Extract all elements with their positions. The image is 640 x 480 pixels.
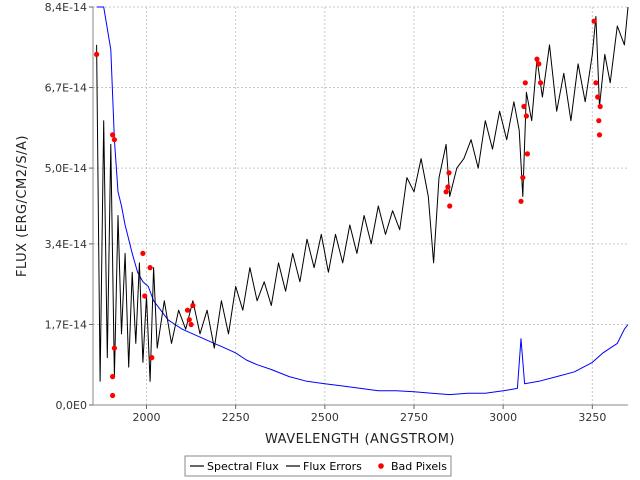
bad-pixel-point — [186, 317, 192, 323]
bad-pixel-point — [536, 61, 542, 67]
bad-pixel-point — [523, 113, 530, 119]
bad-pixel-point — [524, 151, 531, 157]
bad-pixel-point — [190, 302, 196, 309]
y-tick-label: 3,4E-14 — [45, 238, 87, 251]
x-tick-label: 2500 — [311, 411, 339, 424]
legend: Spectral Flux Flux Errors Bad Pixels — [184, 455, 452, 477]
y-tick-label: 8,4E-14 — [45, 1, 87, 14]
legend-swatch-bad-pixels — [378, 463, 384, 469]
x-axis-ticks: 2000 2250 2500 2750 3000 3250 — [133, 405, 606, 424]
x-axis-title: WAVELENGTH (ANGSTROM) — [265, 432, 455, 447]
bad-pixel-point — [593, 80, 599, 86]
bad-pixel-point — [149, 355, 155, 361]
bad-pixel-point — [445, 184, 451, 190]
bad-pixel-point — [110, 392, 116, 399]
bad-pixel-point — [534, 56, 540, 62]
y-axis-title: FLUX (ERG/CM2/S/A) — [15, 135, 30, 277]
legend-box — [184, 455, 452, 477]
bad-pixel-point — [522, 80, 528, 86]
bad-pixel-point — [111, 345, 117, 351]
y-tick-label: 6,7E-14 — [45, 82, 87, 95]
bad-pixel-point — [147, 265, 153, 271]
bad-pixel-point — [538, 80, 544, 86]
y-tick-label: 5,0E-14 — [45, 162, 87, 175]
axes — [92, 7, 628, 406]
legend-label-bad-pixels: Bad Pixels — [391, 460, 447, 473]
series-line-flux-errors — [96, 6, 629, 396]
x-tick-label: 3000 — [489, 411, 517, 424]
bad-pixel-point — [111, 137, 117, 143]
bad-pixel-point — [184, 307, 191, 313]
y-tick-label: 1,7E-14 — [45, 318, 87, 331]
bad-pixel-point — [110, 374, 116, 380]
y-axis-ticks: 0,0E0 1,7E-14 3,4E-14 5,0E-14 6,7E-14 8,4E-14 — [45, 1, 93, 412]
x-tick-label: 2250 — [222, 411, 250, 424]
bad-pixel-point — [597, 103, 603, 110]
x-tick-label: 2000 — [133, 411, 161, 424]
legend-label-errors: Flux Errors — [303, 460, 362, 473]
bad-pixel-point — [188, 321, 194, 328]
bad-pixel-point — [140, 250, 146, 256]
bad-pixel-point — [142, 293, 148, 299]
x-tick-label: 3250 — [578, 411, 606, 424]
bad-pixel-point — [591, 18, 597, 24]
bad-pixel-point — [596, 118, 602, 124]
bad-pixel-point — [520, 175, 526, 181]
bad-pixel-point — [443, 189, 449, 195]
bad-pixel-point — [521, 103, 527, 110]
bad-pixel-point — [595, 94, 601, 100]
bad-pixel-point — [446, 170, 452, 176]
bad-pixel-point — [447, 203, 453, 209]
bad-pixel-point — [596, 132, 603, 138]
bad-pixel-point — [94, 51, 100, 58]
bad-pixel-point — [110, 132, 116, 138]
bad-pixel-point — [518, 198, 524, 204]
legend-label-flux: Spectral Flux — [207, 460, 279, 473]
y-tick-label: 0,0E0 — [56, 399, 87, 412]
plot-area — [93, 7, 628, 405]
series-layer — [94, 6, 629, 399]
x-tick-label: 2750 — [400, 411, 428, 424]
series-line-spectral-flux — [96, 6, 629, 382]
